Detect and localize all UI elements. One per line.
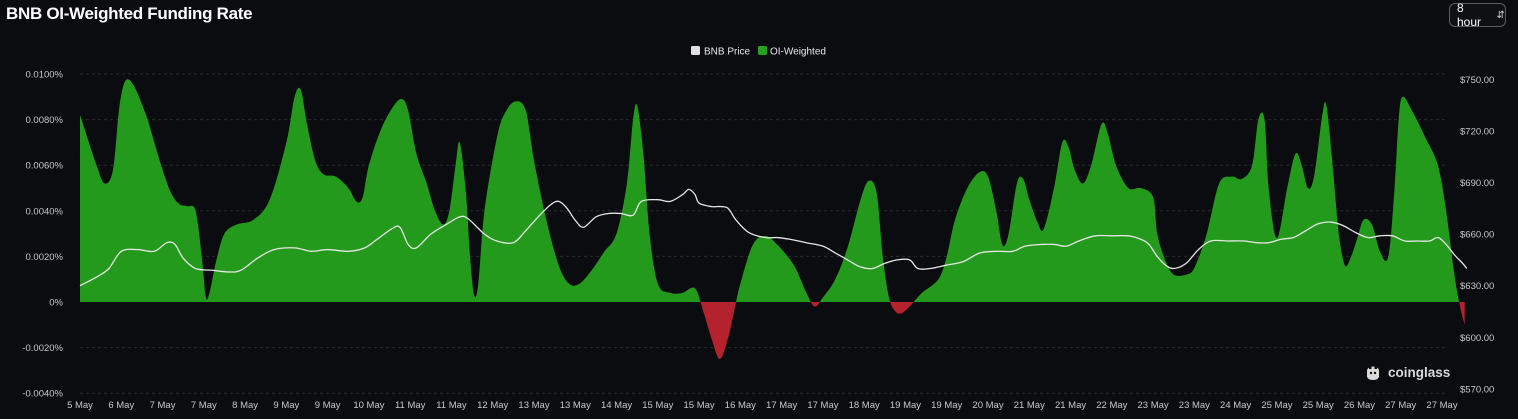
interval-select-label: 8 hour bbox=[1457, 1, 1482, 29]
left-axis-tick-label: -0.0040% bbox=[22, 389, 63, 400]
funding-area-positive bbox=[80, 79, 1465, 302]
x-axis-tick-label: 9 May bbox=[315, 400, 341, 411]
price-line-series bbox=[79, 188, 1468, 287]
legend-label-price: BNB Price bbox=[704, 47, 751, 58]
x-axis-tick-label: 25 May bbox=[1303, 400, 1334, 411]
left-axis-tick-label: 0.0100% bbox=[25, 70, 63, 81]
legend-label-funding: OI-Weighted bbox=[770, 47, 826, 58]
x-axis-tick-label: 8 May bbox=[232, 400, 258, 411]
x-axis-tick-label: 10 May bbox=[353, 400, 384, 411]
x-axis-tick-label: 25 May bbox=[1261, 400, 1292, 411]
right-axis-tick-label: $570.00 bbox=[1460, 384, 1494, 395]
x-axis-tick-label: 26 May bbox=[1344, 400, 1375, 411]
x-axis-tick-label: 24 May bbox=[1220, 400, 1251, 411]
right-axis-tick-label: $630.00 bbox=[1460, 281, 1494, 292]
left-axis-tick-label: -0.0020% bbox=[22, 343, 63, 354]
x-axis-tick-label: 13 May bbox=[518, 400, 549, 411]
legend: BNB Price OI-Weighted bbox=[691, 46, 826, 58]
x-axis-tick-label: 7 May bbox=[150, 400, 176, 411]
x-axis-tick-label: 20 May bbox=[972, 400, 1003, 411]
left-axis-tick-label: 0.0080% bbox=[25, 115, 63, 126]
left-axis-tick-label: 0.0060% bbox=[25, 161, 63, 172]
x-axis-tick-label: 15 May bbox=[684, 400, 715, 411]
x-axis-tick-label: 21 May bbox=[1055, 400, 1086, 411]
right-axis-tick-label: $600.00 bbox=[1460, 333, 1494, 344]
x-axis-tick-label: 19 May bbox=[931, 400, 962, 411]
x-axis-tick-label: 7 May bbox=[191, 400, 217, 411]
funding-area-series bbox=[80, 79, 1465, 359]
x-axis: 5 May 6 May 7 May 7 May 8 May 9 May 9 May 10 Ma… bbox=[67, 400, 1458, 411]
x-axis-tick-label: 15 May bbox=[642, 400, 673, 411]
x-axis-tick-label: 12 May bbox=[477, 400, 508, 411]
x-axis-tick-label: 27 May bbox=[1385, 400, 1416, 411]
x-axis-tick-label: 23 May bbox=[1138, 400, 1169, 411]
x-axis-tick-label: 18 May bbox=[849, 400, 880, 411]
left-axis-tick-label: 0% bbox=[49, 298, 63, 309]
right-axis-tick-label: $660.00 bbox=[1460, 230, 1494, 241]
price-line bbox=[79, 188, 1468, 287]
x-axis-tick-label: 5 May bbox=[67, 400, 93, 411]
x-axis-tick-label: 22 May bbox=[1096, 400, 1127, 411]
x-axis-tick-label: 17 May bbox=[807, 400, 838, 411]
right-y-axis: $750.00 $720.00 $690.00 $660.00 $630.00 $600.… bbox=[1460, 75, 1494, 396]
x-axis-tick-label: 27 May bbox=[1426, 400, 1457, 411]
x-axis-tick-label: 16 May bbox=[725, 400, 756, 411]
x-axis-tick-label: 23 May bbox=[1179, 400, 1210, 411]
left-y-axis: 0.0100% 0.0080% 0.0060% 0.0040% 0.0020% 0% -0.… bbox=[22, 70, 63, 400]
legend-swatch-price bbox=[691, 46, 700, 55]
page-title: BNB OI-Weighted Funding Rate bbox=[6, 4, 253, 23]
x-axis-tick-label: 9 May bbox=[273, 400, 299, 411]
coinglass-logo-icon bbox=[1367, 366, 1379, 380]
right-axis-tick-label: $720.00 bbox=[1460, 126, 1494, 137]
watermark-text: coinglass bbox=[1388, 365, 1450, 380]
left-axis-tick-label: 0.0020% bbox=[25, 252, 63, 263]
x-axis-tick-label: 11 May bbox=[436, 400, 467, 411]
legend-swatch-funding bbox=[758, 46, 767, 55]
interval-select[interactable]: 8 hour ⇵ bbox=[1449, 1, 1506, 29]
legend-item-price[interactable]: BNB Price bbox=[691, 46, 751, 58]
legend-item-funding[interactable]: OI-Weighted bbox=[758, 46, 826, 58]
chevron-updown-icon: ⇵ bbox=[1496, 9, 1505, 21]
x-axis-tick-label: 17 May bbox=[766, 400, 797, 411]
x-axis-tick-label: 13 May bbox=[560, 400, 591, 411]
right-axis-tick-label: $690.00 bbox=[1460, 178, 1494, 189]
x-axis-tick-label: 6 May bbox=[108, 400, 134, 411]
x-axis-tick-label: 19 May bbox=[890, 400, 921, 411]
coinglass-watermark: coinglass bbox=[1367, 365, 1450, 380]
right-axis-tick-label: $750.00 bbox=[1460, 75, 1494, 86]
left-axis-tick-label: 0.0040% bbox=[25, 206, 63, 217]
x-axis-tick-label: 14 May bbox=[601, 400, 632, 411]
x-axis-tick-label: 11 May bbox=[395, 400, 426, 411]
x-axis-tick-label: 21 May bbox=[1014, 400, 1045, 411]
